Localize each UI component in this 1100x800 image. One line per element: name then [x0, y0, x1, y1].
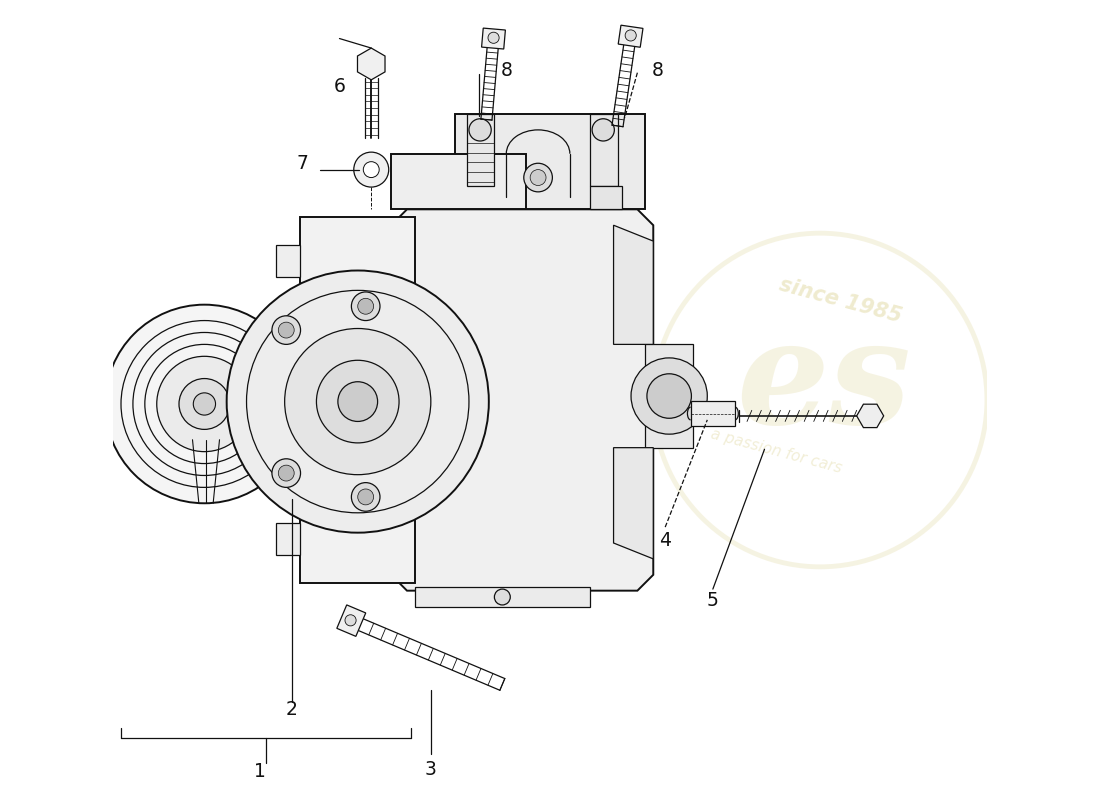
Polygon shape [618, 25, 644, 47]
Circle shape [272, 316, 300, 344]
Text: es: es [737, 314, 912, 455]
Circle shape [351, 482, 380, 511]
Polygon shape [358, 48, 385, 80]
Text: 7: 7 [296, 154, 308, 173]
Polygon shape [299, 218, 415, 582]
Polygon shape [415, 586, 590, 606]
Circle shape [625, 30, 636, 41]
Circle shape [278, 465, 294, 481]
Polygon shape [276, 523, 299, 555]
Polygon shape [614, 226, 653, 344]
Circle shape [354, 152, 388, 187]
Text: 2: 2 [286, 700, 298, 719]
Circle shape [338, 382, 377, 422]
Polygon shape [482, 28, 505, 49]
Text: 8: 8 [651, 61, 663, 80]
Polygon shape [590, 114, 617, 186]
Circle shape [351, 292, 380, 321]
Circle shape [647, 374, 692, 418]
Circle shape [363, 162, 379, 178]
Circle shape [285, 329, 431, 474]
Circle shape [530, 170, 546, 186]
Circle shape [157, 356, 252, 452]
Text: since 1985: since 1985 [777, 274, 903, 326]
Polygon shape [590, 186, 621, 210]
Text: a passion for cars: a passion for cars [710, 427, 844, 476]
Polygon shape [614, 448, 653, 559]
Polygon shape [857, 404, 883, 427]
Polygon shape [454, 114, 646, 210]
Text: 3: 3 [425, 760, 437, 779]
Text: 8: 8 [500, 61, 513, 80]
Polygon shape [392, 154, 526, 210]
Circle shape [494, 589, 510, 605]
Polygon shape [392, 210, 653, 590]
Polygon shape [276, 245, 299, 277]
Circle shape [358, 298, 374, 314]
Circle shape [106, 305, 304, 503]
Circle shape [488, 32, 499, 43]
Polygon shape [466, 114, 494, 186]
Circle shape [317, 360, 399, 443]
Circle shape [179, 378, 230, 430]
Circle shape [345, 614, 356, 626]
Circle shape [524, 163, 552, 192]
Circle shape [358, 489, 374, 505]
Circle shape [631, 358, 707, 434]
Text: 4: 4 [659, 531, 671, 550]
Circle shape [272, 458, 300, 487]
Circle shape [278, 322, 294, 338]
Polygon shape [337, 605, 365, 636]
Circle shape [469, 118, 492, 141]
Circle shape [592, 118, 614, 141]
Polygon shape [646, 344, 693, 448]
Text: 1: 1 [254, 762, 266, 781]
Circle shape [194, 393, 216, 415]
Text: 6: 6 [333, 77, 345, 96]
Circle shape [227, 270, 488, 533]
Polygon shape [691, 401, 735, 426]
Text: 5: 5 [707, 590, 718, 610]
